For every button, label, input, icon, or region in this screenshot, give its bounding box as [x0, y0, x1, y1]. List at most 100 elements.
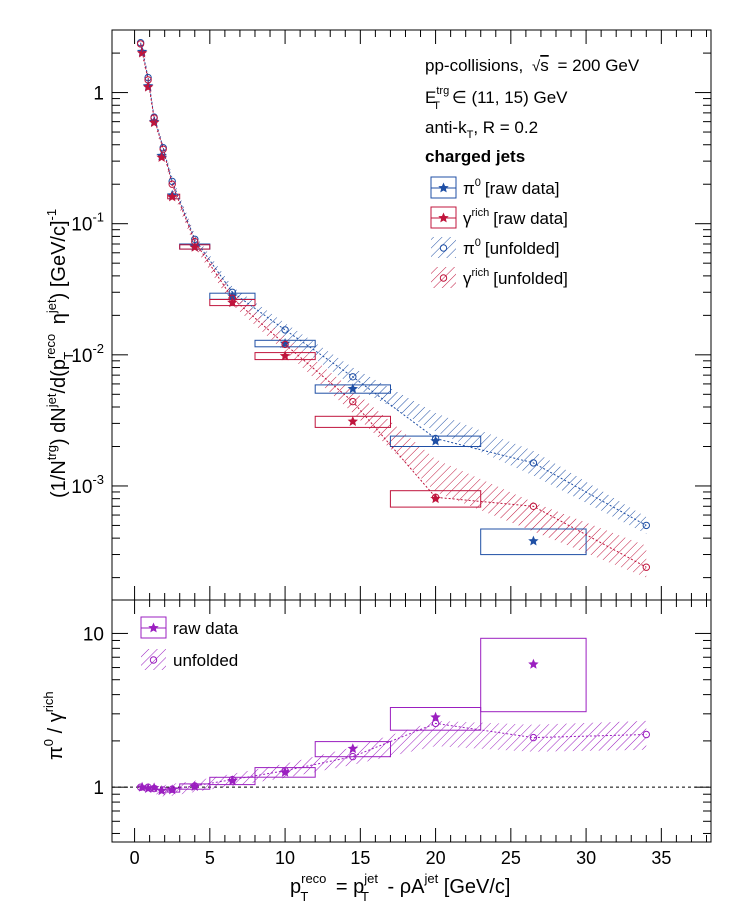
legend-top-circle-icon-2	[439, 244, 448, 252]
bot-y-tick-label: 1	[93, 778, 104, 799]
info-block: pp-collisions, √s = 200 GeV Etrg T ∈ (11, …	[425, 56, 640, 166]
bot-point-1-2	[150, 784, 158, 793]
top-point-1-7	[279, 350, 291, 361]
top-point-1-2	[148, 117, 160, 128]
bottom-plot-frame	[111, 599, 712, 843]
legend-top-label-0: π0 [raw data]	[463, 177, 560, 198]
top-point-3-4	[168, 180, 176, 188]
top-point-3-6	[228, 294, 237, 302]
legend-top-circle-icon-3	[439, 274, 448, 282]
bot-x-tick-label: 0	[130, 848, 140, 868]
legend-bottom-circle-icon	[149, 656, 158, 664]
bot-point-1-7	[281, 767, 289, 775]
bot-syst-box-0-4	[314, 741, 392, 758]
legend-bottom-label-0: raw data	[173, 619, 239, 638]
legend-top-hatch-3	[431, 267, 456, 288]
top-point-2-5	[191, 235, 199, 244]
bot-x-tick-label: 15	[350, 848, 370, 868]
top-point-3-8	[349, 397, 357, 406]
bot-x-tick-label: 5	[205, 848, 215, 868]
top-point-3-7	[281, 340, 289, 349]
top-band-3	[140, 39, 647, 578]
top-point-2-9	[431, 434, 440, 443]
info-jets: charged jets	[425, 147, 525, 166]
top-point-1-9	[430, 493, 441, 504]
bot-trend-line-1	[140, 722, 647, 791]
top-point-1-1	[142, 81, 154, 92]
bottom-uncertainty-bands	[140, 720, 647, 797]
legend-top-star-icon-1	[438, 212, 449, 223]
top-point-1-6	[227, 297, 238, 308]
bot-point-1-11	[642, 730, 650, 739]
bot-point-1-4	[168, 785, 176, 793]
top-data-markers	[136, 39, 650, 571]
legend-top-hatch-2	[431, 237, 456, 258]
legend-bottom-star-icon	[148, 622, 159, 633]
top-y-tick-label: 10-2	[71, 341, 104, 367]
bot-point-0-7	[279, 766, 291, 777]
top-point-2-10	[529, 459, 538, 467]
top-panel: 1 10-1 10-2 10-3	[71, 29, 712, 601]
bottom-data-markers	[136, 658, 650, 796]
legend-top-star-icon-0	[438, 182, 449, 193]
top-syst-box-0-5	[480, 528, 587, 556]
legend-top: π0 [raw data] γrich [raw data] π0 [unfolded] γ…	[430, 176, 568, 288]
top-uncertainty-bands	[140, 38, 647, 578]
bot-point-1-0	[136, 783, 145, 791]
bot-point-0-0	[136, 781, 148, 792]
bot-point-1-5	[191, 782, 199, 790]
bot-point-1-10	[529, 733, 538, 742]
legend-top-label-1: γrich [raw data]	[463, 207, 568, 228]
top-point-2-7	[281, 326, 289, 334]
y-axis-title-top: (1/Ntrg) dNjet/d(preco T ηjet) [GeV/c]-1	[43, 209, 76, 498]
bot-point-1-6	[228, 775, 237, 784]
top-band-2	[140, 38, 647, 534]
bot-x-tick-label: 20	[426, 848, 446, 868]
top-y-tick-label: 1	[93, 84, 104, 105]
bot-x-tick-label: 30	[576, 848, 596, 868]
top-point-0-8	[347, 383, 358, 394]
top-point-3-11	[642, 563, 650, 571]
top-point-2-8	[349, 373, 357, 381]
legend-top-label-2: π0 [unfolded]	[463, 237, 560, 258]
bot-x-tick-label: 25	[501, 848, 521, 868]
top-point-0-10	[528, 535, 539, 546]
bot-point-0-1	[142, 783, 154, 793]
legend-bottom-label-1: unfolded	[173, 651, 238, 670]
top-point-2-11	[642, 521, 650, 530]
bot-y-tick-label: 10	[83, 624, 104, 645]
bot-syst-box-0-5	[389, 707, 482, 731]
bot-point-0-4	[167, 784, 178, 795]
bot-point-0-8	[347, 743, 358, 754]
bottom-axis-ticks: 0 5 10 15 20 25 30 35 1 10	[83, 600, 711, 868]
info-algorithm: anti-kT, R = 0.2	[425, 118, 538, 141]
top-point-3-2	[150, 114, 158, 122]
top-point-1-3	[156, 152, 167, 162]
top-trend-line-3	[140, 43, 647, 568]
bot-point-1-9	[431, 719, 440, 728]
bot-x-tick-label: 10	[275, 848, 295, 868]
x-axis-title: preco T = pjet T - ρAjet [GeV/c]	[290, 871, 510, 904]
top-trend-line-2	[140, 42, 647, 526]
top-point-1-5	[189, 241, 200, 252]
info-trigger: Etrg T ∈ (11, 15) GeV	[425, 85, 568, 112]
bot-point-1-8	[349, 752, 357, 761]
legend-top-label-3: γrich [unfolded]	[463, 267, 568, 288]
top-point-1-8	[347, 416, 358, 426]
sqrt-symbol: √	[532, 58, 541, 75]
bot-x-tick-label: 35	[651, 848, 671, 868]
top-y-tick-label: 10-1	[71, 210, 104, 236]
top-syst-box-1-5	[389, 490, 482, 508]
bot-point-1-3	[159, 786, 167, 794]
bot-point-0-6	[227, 775, 238, 786]
top-point-3-9	[431, 493, 440, 501]
info-collisions: pp-collisions, √s = 200 GeV	[425, 56, 640, 75]
top-point-3-10	[529, 502, 538, 510]
top-point-3-0	[136, 40, 145, 48]
top-point-3-1	[144, 76, 152, 84]
top-axis-ticks: 1 10-1 10-2 10-3	[71, 29, 711, 600]
legend-bottom-hatch	[141, 649, 166, 670]
bot-point-0-10	[528, 658, 539, 669]
top-point-1-4	[167, 191, 178, 202]
